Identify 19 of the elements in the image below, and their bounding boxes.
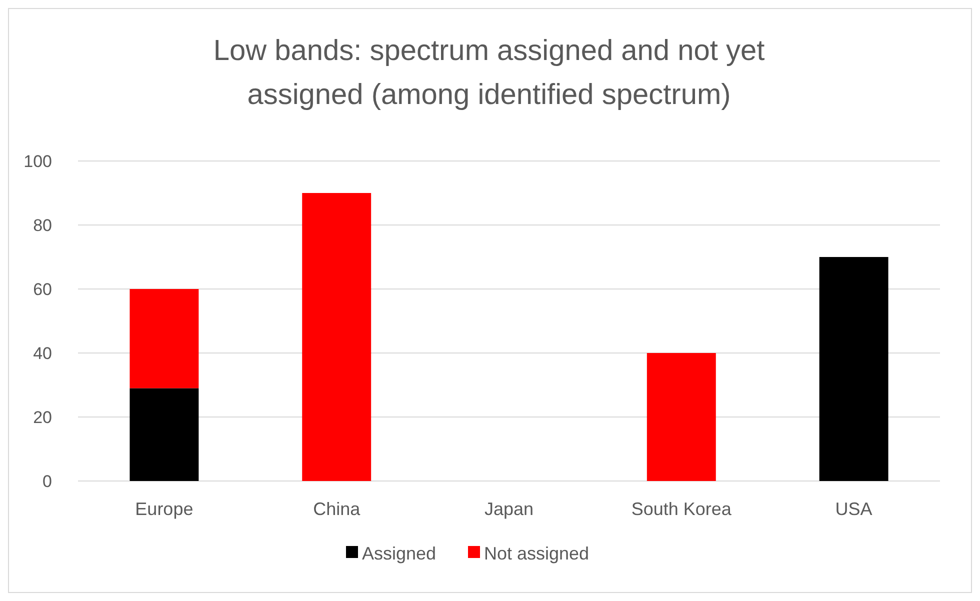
bar bbox=[130, 388, 199, 481]
legend-label: Assigned bbox=[362, 543, 436, 564]
bar bbox=[130, 289, 199, 388]
y-tick-label: 100 bbox=[24, 152, 52, 171]
x-tick-label: Europe bbox=[135, 499, 194, 519]
x-tick-label: South Korea bbox=[631, 499, 732, 519]
x-tick-label: USA bbox=[835, 499, 872, 519]
y-tick-label: 60 bbox=[33, 280, 52, 299]
x-tick-label: China bbox=[313, 499, 362, 519]
y-tick-label: 0 bbox=[42, 472, 52, 491]
bar bbox=[302, 193, 372, 481]
y-tick-label: 40 bbox=[33, 344, 52, 363]
y-tick-label: 20 bbox=[33, 408, 52, 427]
bar bbox=[819, 257, 888, 481]
y-tick-label: 80 bbox=[33, 216, 52, 235]
bar bbox=[646, 353, 716, 481]
legend-label: Not assigned bbox=[484, 543, 590, 564]
chart-title: Low bands: spectrum assigned and not yet assigned (among identified spectrum) bbox=[213, 35, 765, 111]
x-tick-label: Japan bbox=[484, 499, 534, 519]
